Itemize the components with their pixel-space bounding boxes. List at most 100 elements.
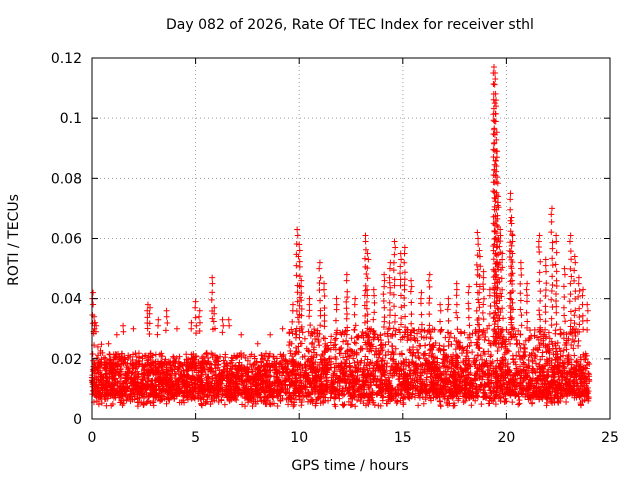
data-point	[362, 232, 369, 239]
data-point	[543, 348, 550, 355]
data-point	[441, 351, 448, 358]
data-point	[381, 304, 388, 311]
data-point	[164, 320, 171, 327]
data-point	[322, 383, 329, 390]
data-point	[522, 348, 529, 355]
data-point	[118, 350, 125, 357]
data-point	[570, 345, 577, 352]
data-point	[426, 311, 433, 318]
data-point	[373, 381, 380, 388]
data-point	[212, 371, 219, 378]
data-point	[493, 163, 500, 170]
data-point	[301, 335, 308, 342]
data-point	[214, 382, 221, 389]
data-point	[493, 97, 500, 104]
data-point	[232, 387, 239, 394]
data-point	[445, 317, 452, 324]
data-point	[101, 362, 108, 369]
data-point	[472, 383, 479, 390]
data-point	[445, 295, 452, 302]
data-point	[200, 388, 207, 395]
data-point	[128, 380, 135, 387]
data-point	[484, 325, 491, 332]
data-point	[316, 259, 323, 266]
data-point	[229, 363, 236, 370]
data-point	[270, 354, 277, 361]
data-point	[515, 327, 522, 334]
data-point	[494, 285, 501, 292]
data-point	[205, 386, 212, 393]
data-point	[345, 384, 352, 391]
data-point	[98, 341, 105, 348]
data-point	[139, 376, 146, 383]
data-point	[305, 375, 312, 382]
data-point	[563, 346, 570, 353]
data-point	[398, 360, 405, 367]
data-point	[454, 386, 461, 393]
data-point	[296, 386, 303, 393]
data-point	[243, 369, 250, 376]
data-point	[367, 345, 374, 352]
data-point	[231, 393, 238, 400]
data-point	[242, 354, 249, 361]
data-point	[522, 390, 529, 397]
data-point	[379, 347, 386, 354]
data-point	[492, 157, 499, 164]
data-point	[453, 362, 460, 369]
data-point	[258, 352, 265, 359]
data-point	[397, 292, 404, 299]
data-point	[343, 315, 350, 322]
data-point	[401, 250, 408, 257]
data-point	[495, 395, 502, 402]
data-point	[152, 351, 159, 358]
data-point	[285, 401, 292, 408]
data-point	[204, 393, 211, 400]
data-point	[430, 342, 437, 349]
data-point	[298, 283, 305, 290]
data-point	[341, 391, 348, 398]
data-point	[513, 391, 520, 398]
data-point	[417, 300, 424, 307]
data-point	[120, 380, 127, 387]
data-point	[193, 362, 200, 369]
data-point	[548, 357, 555, 364]
data-point	[123, 364, 130, 371]
data-point	[428, 347, 435, 354]
data-point	[100, 354, 107, 361]
data-point	[154, 331, 161, 338]
data-point	[474, 266, 481, 273]
data-point	[585, 371, 592, 378]
data-point	[418, 362, 425, 369]
data-point	[332, 335, 339, 342]
data-point	[131, 390, 137, 397]
data-point	[255, 364, 262, 371]
data-point	[353, 351, 360, 358]
data-point	[176, 353, 183, 360]
data-point	[91, 370, 98, 377]
data-point	[209, 315, 216, 322]
data-point	[397, 270, 404, 277]
data-point	[496, 243, 503, 250]
data-point	[97, 374, 104, 381]
data-point	[108, 390, 115, 397]
data-point	[122, 375, 129, 382]
data-point	[189, 387, 196, 394]
data-point	[408, 277, 415, 284]
data-point	[426, 283, 433, 290]
data-point	[495, 312, 502, 319]
data-point	[495, 306, 502, 313]
data-point	[453, 280, 460, 287]
data-point	[499, 250, 506, 257]
data-point	[417, 328, 424, 335]
data-point	[454, 341, 461, 348]
data-point	[98, 400, 105, 407]
data-point	[114, 378, 121, 385]
data-point	[333, 295, 340, 302]
data-point	[507, 190, 514, 197]
data-point	[144, 307, 151, 314]
data-point	[207, 366, 214, 373]
data-point	[132, 359, 139, 366]
data-point	[282, 378, 289, 385]
data-point	[493, 244, 500, 251]
